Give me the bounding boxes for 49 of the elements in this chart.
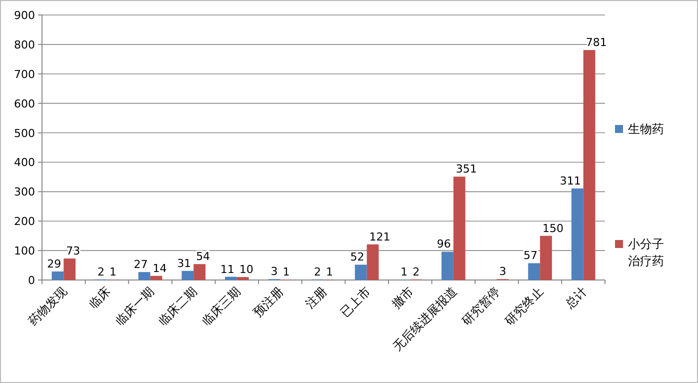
data-label: 3 (499, 265, 506, 278)
y-tick-label: 800 (14, 38, 35, 52)
x-tick-label: 临床 (86, 284, 114, 312)
legend-label: 小分子治疗药 (628, 237, 664, 268)
data-label: 3 (270, 265, 278, 278)
y-tick-label: 300 (14, 186, 35, 199)
data-label: 27 (134, 258, 148, 272)
data-label: 2 (97, 265, 104, 278)
y-tick-label: 900 (14, 9, 35, 22)
x-tick-label: 临床三期 (199, 284, 244, 328)
data-label: 10 (239, 263, 254, 276)
x-tick-label: 研究暂停 (459, 284, 503, 328)
x-tick-label: 已上市 (338, 284, 373, 320)
data-label: 31 (177, 256, 192, 270)
y-tick-label: 500 (14, 126, 35, 140)
data-label: 351 (456, 162, 477, 176)
x-tick-label: 药物发现 (26, 284, 70, 328)
data-label: 52 (350, 250, 364, 264)
data-label: 2 (412, 265, 420, 278)
data-label: 14 (152, 262, 167, 275)
data-label: 11 (220, 262, 234, 276)
data-label: 1 (109, 266, 116, 279)
data-label: 96 (436, 238, 451, 251)
legend-label: 生物药 (628, 122, 664, 136)
y-tick-label: 0 (28, 274, 35, 287)
y-tick-label: 400 (14, 156, 35, 170)
x-tick-label: 撤市 (389, 284, 416, 312)
y-tick-label: 100 (14, 244, 35, 258)
data-label: 150 (542, 222, 564, 235)
data-label: 73 (66, 244, 80, 258)
x-tick-label: 预注册 (250, 284, 286, 320)
data-label: 1 (326, 266, 333, 279)
data-label: 29 (47, 257, 62, 270)
data-label: 54 (196, 250, 210, 264)
data-label: 311 (560, 174, 581, 188)
y-tick-label: 700 (14, 68, 35, 81)
x-tick-label: 临床一期 (112, 284, 156, 328)
x-tick-label: 临床二期 (156, 284, 200, 328)
data-label: 1 (400, 266, 408, 279)
x-tick-label: 研究终止 (502, 284, 546, 328)
x-tick-label: 注册 (302, 284, 330, 312)
x-tick-label: 总计 (562, 284, 590, 312)
y-tick-label: 200 (14, 215, 35, 228)
data-label: 57 (524, 249, 538, 262)
data-label: 1 (282, 266, 290, 279)
data-label: 121 (369, 230, 390, 244)
data-label: 2 (314, 265, 321, 278)
data-label: 781 (586, 36, 607, 50)
y-tick-label: 600 (14, 97, 35, 110)
